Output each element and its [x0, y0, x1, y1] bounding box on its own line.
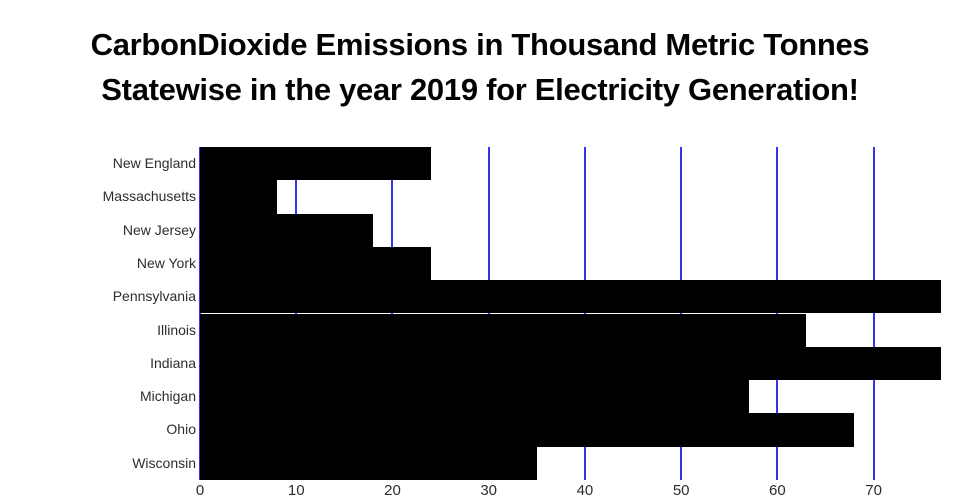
- chart-title-line-2: Statewise in the year 2019 for Electrici…: [101, 72, 859, 107]
- y-axis-tick-label-pennsylvania: Pennsylvania: [112, 288, 196, 305]
- y-axis-tick-label-illinois: Illinois: [157, 321, 196, 338]
- y-axis-tick-label-ohio: Ohio: [166, 421, 196, 438]
- bar-illinois: [200, 313, 807, 347]
- y-axis-tick-label-wisconsin: Wisconsin: [132, 454, 196, 471]
- x-axis-tick-label-70: 70: [865, 482, 882, 499]
- bar-ohio: [200, 413, 855, 447]
- y-axis-tick-label-new-jersey: New Jersey: [122, 221, 196, 238]
- x-axis-tick-label-60: 60: [769, 482, 786, 499]
- bar-new-england: [200, 147, 431, 181]
- chart-title: CarbonDioxide Emissions in Thousand Metr…: [0, 22, 960, 112]
- bar-wisconsin: [200, 446, 537, 480]
- x-axis-tick-label-30: 30: [480, 482, 498, 499]
- bar-michigan: [200, 380, 749, 414]
- gridline-x-70: [872, 147, 875, 480]
- chart-title-line-1: CarbonDioxide Emissions in Thousand Metr…: [90, 27, 870, 62]
- x-axis-tick-label-50: 50: [672, 482, 690, 499]
- bar-new-jersey: [200, 213, 374, 247]
- bar-massachusetts: [200, 180, 277, 214]
- bar-pennsylvania: [200, 280, 941, 314]
- x-axis-tick-label-40: 40: [576, 482, 594, 499]
- x-axis-tick-label-10: 10: [287, 482, 305, 499]
- y-axis-tick-label-massachusetts: Massachusetts: [102, 188, 196, 205]
- bar-indiana: [200, 346, 941, 381]
- x-axis-tick-label-20: 20: [384, 482, 401, 499]
- y-axis-tick-label-michigan: Michigan: [139, 388, 196, 405]
- x-axis-tick-label-0: 0: [195, 482, 205, 499]
- bar-new-york: [200, 246, 431, 281]
- y-axis-tick-label-new-york: New York: [136, 254, 196, 271]
- y-axis-tick-label-new-england: New England: [112, 155, 196, 171]
- y-axis-tick-label-indiana: Indiana: [150, 354, 196, 371]
- plot-area: [199, 147, 941, 480]
